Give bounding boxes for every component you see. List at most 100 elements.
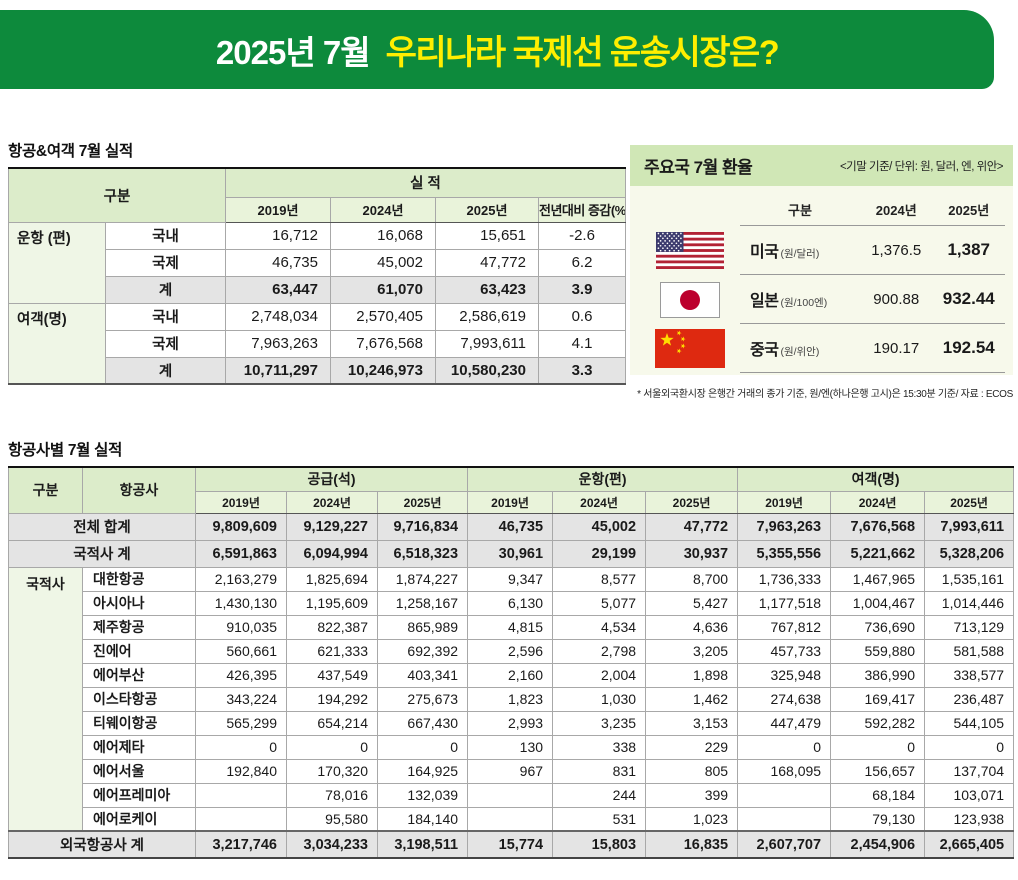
traffic-table: 구분 실 적 2019년 2024년 2025년 전년대비 증감(%) 운항 (… (8, 167, 627, 385)
value-cell: 2,004 (552, 662, 647, 688)
total-label-cell: 국적사 계 (8, 539, 196, 568)
value-cell: 229 (645, 734, 739, 760)
value-cell: 16,835 (645, 830, 739, 859)
value-cell: 1,004,467 (830, 590, 926, 616)
value-cell: 654,214 (286, 710, 378, 736)
table-row: 에어서울 192,840 170,320 164,925 967 831 805 168,09… (9, 758, 1015, 784)
value-cell: 2,570,405 (330, 302, 436, 331)
fx-row-content: 중국 (원/위안) 190.17 192.54 (740, 324, 1005, 373)
col-header-year: 2019년 (467, 490, 554, 514)
value-cell: 2,798 (552, 638, 647, 664)
table-row: 구분 항공사 공급(석) 운항(편) 여객(명) (8, 466, 1015, 514)
airlines-table: 구분 항공사 공급(석) 운항(편) 여객(명) 2019년 2024년 2025년… (8, 466, 1015, 859)
value-cell: 1,258,167 (376, 590, 469, 616)
value-cell: 15,774 (467, 830, 554, 859)
value-cell: 0 (376, 734, 469, 760)
value-cell (195, 806, 287, 832)
value-cell (737, 782, 832, 808)
value-cell: 7,676,568 (830, 512, 926, 541)
rate-2025-value: 1,387 (947, 240, 991, 259)
value-cell: 2,665,405 (924, 830, 1015, 859)
value-cell: 46,735 (225, 248, 331, 277)
value-cell: 805 (645, 758, 739, 784)
value-cell: 0 (195, 734, 287, 760)
value-cell: 8,577 (552, 566, 647, 592)
category-cell: 국적사 (8, 566, 83, 832)
value-cell: 123,938 (924, 806, 1015, 832)
currency-unit-label: (원/위안) (780, 346, 820, 358)
rate-2024-value: 1,376.5 (871, 241, 922, 259)
airline-name-cell: 아시아나 (82, 590, 196, 616)
value-cell: 967 (467, 758, 554, 784)
value-cell: 2,454,906 (830, 830, 926, 859)
section-title-traffic: 항공&여객 7월 실적 (8, 143, 133, 160)
fx-row: 중국 (원/위안) 190.17 192.54 (640, 324, 1005, 373)
value-cell: 5,427 (645, 590, 739, 616)
col-header-airline: 항공사 (82, 466, 196, 514)
col-header-year: 2024년 (330, 196, 436, 223)
row-type-cell: 국제 (105, 248, 226, 277)
value-cell: 164,925 (376, 758, 469, 784)
value-cell: 692,392 (376, 638, 469, 664)
col-header-year: 2025년 (435, 196, 539, 223)
value-cell: 1,467,965 (830, 566, 926, 592)
value-cell: 156,657 (830, 758, 926, 784)
banner-period: 2025년 7월 (215, 33, 371, 71)
value-cell: 325,948 (737, 662, 832, 688)
value-cell: 2,748,034 (225, 302, 331, 331)
value-cell: 447,479 (737, 710, 832, 736)
table-row: 티웨이항공 565,299 654,214 667,430 2,993 3,235 3,15… (9, 710, 1015, 736)
value-cell: 7,963,263 (225, 329, 331, 358)
value-cell: 531 (552, 806, 647, 832)
table-row: 국제 46,735 45,002 47,772 6.2 (9, 248, 627, 277)
value-cell: 6.2 (537, 248, 627, 277)
col-header-gubun: 구분 (8, 466, 83, 514)
value-cell: 95,580 (286, 806, 378, 832)
value-cell: 338,577 (924, 662, 1015, 688)
value-cell: 4,815 (467, 614, 554, 640)
exchange-table: 구분 2024년 2025년 미국 (원/달러) 1,376.5 1,387 일본 (원/… (630, 186, 1013, 375)
col-header-year: 2025년 (645, 490, 739, 514)
section-title-airlines: 항공사별 7월 실적 (8, 442, 123, 459)
value-cell: 7,963,263 (737, 512, 832, 541)
row-type-cell: 국제 (105, 329, 226, 358)
value-cell: 137,704 (924, 758, 1015, 784)
value-cell: 9,347 (467, 566, 554, 592)
value-cell: 7,676,568 (330, 329, 436, 358)
japan-flag-icon (640, 275, 740, 324)
country-label: 일본 (750, 293, 779, 310)
value-cell: 8,700 (645, 566, 739, 592)
fx-row-content: 일본 (원/100엔) 900.88 932.44 (740, 275, 1005, 324)
table-row: 제주항공 910,035 822,387 865,989 4,815 4,534 4,636… (9, 614, 1015, 640)
value-cell: 10,711,297 (225, 356, 331, 385)
value-cell: 15,803 (552, 830, 647, 859)
value-cell: 45,002 (330, 248, 436, 277)
value-cell: 3,235 (552, 710, 647, 736)
value-cell: 9,809,609 (195, 512, 287, 541)
value-cell: 0.6 (537, 302, 627, 331)
value-cell: 0 (924, 734, 1015, 760)
table-row: 전체 합계 9,809,609 9,129,227 9,716,834 46,735 45… (8, 512, 1015, 541)
category-cell: 여객(명) (8, 302, 106, 385)
airline-name-cell: 에어제타 (82, 734, 196, 760)
value-cell: 2,160 (467, 662, 554, 688)
value-cell: 184,140 (376, 806, 469, 832)
value-cell: 6,094,994 (286, 539, 378, 568)
value-cell: 6,518,323 (376, 539, 469, 568)
exchange-subtitle: <기말 기준/ 단위: 원, 달러, 엔, 위안> (839, 160, 1004, 173)
currency-unit-label: (원/100엔) (780, 297, 828, 309)
value-cell: 559,880 (830, 638, 926, 664)
country-label: 중국 (750, 342, 779, 359)
value-cell: 6,130 (467, 590, 554, 616)
table-row: 에어부산 426,395 437,549 403,341 2,160 2,004 1,898… (9, 662, 1015, 688)
col-header-year: 2019년 (737, 490, 832, 514)
value-cell: 1,736,333 (737, 566, 832, 592)
value-cell (467, 806, 554, 832)
value-cell: 30,937 (645, 539, 739, 568)
value-cell: 5,328,206 (924, 539, 1015, 568)
value-cell: 1,430,130 (195, 590, 287, 616)
fx-country-cell: 일본 (원/100엔) (740, 287, 860, 311)
value-cell: 5,077 (552, 590, 647, 616)
value-cell: 399 (645, 782, 739, 808)
airline-name-cell: 에어프레미아 (82, 782, 196, 808)
